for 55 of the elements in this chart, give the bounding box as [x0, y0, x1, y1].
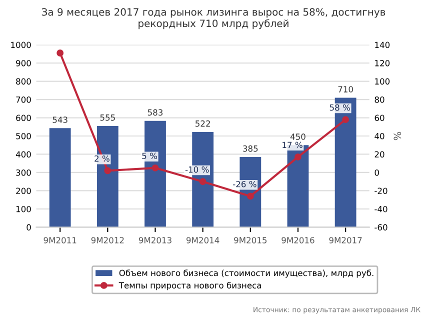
- legend-label: Темпы прироста нового бизнеса: [118, 282, 261, 290]
- x-tick-label: 9M2016: [282, 237, 314, 244]
- x-tick-label: 9M2015: [234, 237, 267, 244]
- bar: [144, 120, 166, 228]
- y-tick-label: 600: [16, 114, 31, 122]
- chart-title: За 9 месяцев 2017 года рынок лизинга вырос на 58%, достигнув рекордных 710 млрд рублей: [42, 8, 386, 30]
- y2-tick-label: 80: [374, 96, 384, 103]
- point: [342, 116, 350, 124]
- y2-tick-label: 100: [375, 78, 390, 85]
- point: [56, 50, 64, 56]
- data-label: 58 %: [330, 104, 350, 111]
- y-tick-label: 900: [16, 60, 31, 66]
- point: [294, 154, 302, 160]
- y2-tick-label: 60: [374, 114, 384, 122]
- x-tick-label: 9M2011: [44, 237, 76, 244]
- data-label: 385: [243, 145, 258, 152]
- y2-tick-label: 40: [374, 132, 384, 140]
- y-tick-label: 800: [16, 78, 31, 85]
- y-tick-label: 700: [16, 96, 31, 103]
- data-label: 2 %: [94, 155, 110, 162]
- legend-label: Объем нового бизнеса (стоимости имущества), млрд руб.: [119, 270, 374, 278]
- data-label: 450: [290, 134, 306, 140]
- data-label: 17 %: [282, 142, 302, 148]
- point: [104, 167, 112, 174]
- y2-tick-label: -40: [374, 206, 388, 212]
- y2-tick-label: -60: [374, 224, 388, 230]
- data-label: 543: [52, 116, 68, 123]
- point: [152, 164, 159, 172]
- y-tick-label: 200: [16, 188, 31, 194]
- data-label: 5 %: [142, 152, 158, 160]
- y2-tick-label: -20: [374, 188, 388, 194]
- data-label: 522: [196, 120, 210, 127]
- y-tick-label: 400: [16, 151, 31, 158]
- data-label: 555: [100, 114, 115, 121]
- bar: [49, 128, 71, 228]
- x-tick-label: 9M2017: [329, 237, 362, 244]
- x-tick-label: 9M2012: [91, 237, 124, 244]
- y2-tick-label: 20: [374, 151, 384, 158]
- y2-tick-label: 0: [374, 169, 379, 176]
- y-tick-label: 0: [26, 224, 31, 230]
- y2-tick-label: 120: [375, 60, 390, 66]
- data-label: 583: [148, 109, 163, 116]
- point: [246, 192, 254, 200]
- y2-axis-title: %: [394, 132, 402, 140]
- data-label: -10 %: [185, 166, 209, 173]
- x-tick-label: 9M2013: [138, 237, 172, 244]
- y-tick-label: 1000: [11, 42, 31, 48]
- y-tick-label: 500: [16, 132, 31, 140]
- x-tick-label: 9M2014: [186, 237, 220, 244]
- y-tick-label: 100: [16, 206, 31, 212]
- y2-tick-label: 140: [375, 42, 390, 48]
- y-tick-label: 300: [16, 169, 31, 176]
- data-label: 710: [338, 86, 353, 92]
- point: [199, 178, 206, 186]
- data-label: -26 %: [233, 180, 256, 188]
